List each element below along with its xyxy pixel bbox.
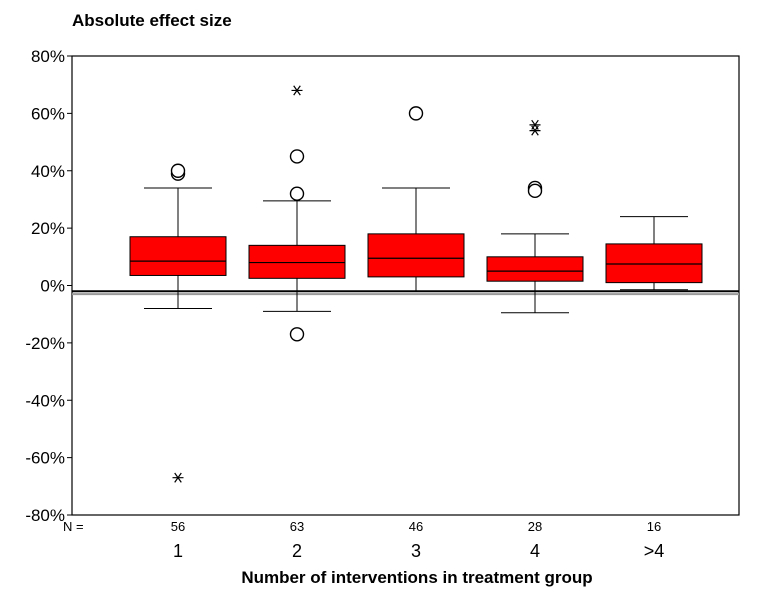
n-count-label: N = (63, 519, 84, 534)
outlier-circle (527, 183, 543, 199)
box-iqr (605, 243, 703, 284)
plot-border (71, 55, 740, 516)
n-count: 63 (290, 519, 304, 534)
outlier-circle (289, 149, 305, 164)
outlier-star (291, 85, 303, 96)
n-count: 56 (171, 519, 185, 534)
outlier-star (172, 472, 184, 483)
box-group (367, 106, 465, 292)
y-tick-label: -40% (25, 391, 65, 410)
outlier-circle (170, 163, 186, 178)
box-group (605, 216, 703, 291)
y-tick-label: 20% (31, 219, 65, 238)
plot-frame (71, 55, 740, 516)
y-tick-label: -80% (25, 506, 65, 525)
box-iqr (248, 244, 346, 279)
x-tick-label: 4 (530, 541, 540, 561)
box-group (129, 163, 227, 483)
y-tick-label: 60% (31, 104, 65, 123)
x-tick-label: >4 (644, 541, 665, 561)
box-group (486, 119, 584, 314)
outlier-star (529, 125, 541, 136)
outlier-star (529, 119, 541, 130)
y-axis: 80% 60% 40% 20% 0% -20% -40% -60% -80% (25, 47, 72, 525)
box-iqr (367, 233, 465, 278)
n-count: 28 (528, 519, 542, 534)
y-tick-label: -60% (25, 449, 65, 468)
chart-title: Absolute effect size (72, 11, 232, 30)
box-iqr (486, 256, 584, 282)
x-tick-label: 1 (173, 541, 183, 561)
y-tick-label: 0% (40, 277, 65, 296)
box-group (248, 85, 346, 342)
n-count: 16 (647, 519, 661, 534)
box-iqr (129, 236, 227, 276)
outlier-circle (408, 106, 424, 121)
outlier-circle (289, 186, 305, 201)
x-tick-label: 2 (292, 541, 302, 561)
x-tick-label: 3 (411, 541, 421, 561)
x-axis: 56 1 63 2 46 3 28 4 16 >4 (171, 519, 665, 561)
y-tick-label: 80% (31, 47, 65, 66)
box-series (129, 85, 703, 483)
n-count: 46 (409, 519, 423, 534)
y-tick-label: -20% (25, 334, 65, 353)
y-tick-label: 40% (31, 162, 65, 181)
x-axis-title: Number of interventions in treatment gro… (241, 568, 592, 587)
outlier-circle (289, 327, 305, 342)
